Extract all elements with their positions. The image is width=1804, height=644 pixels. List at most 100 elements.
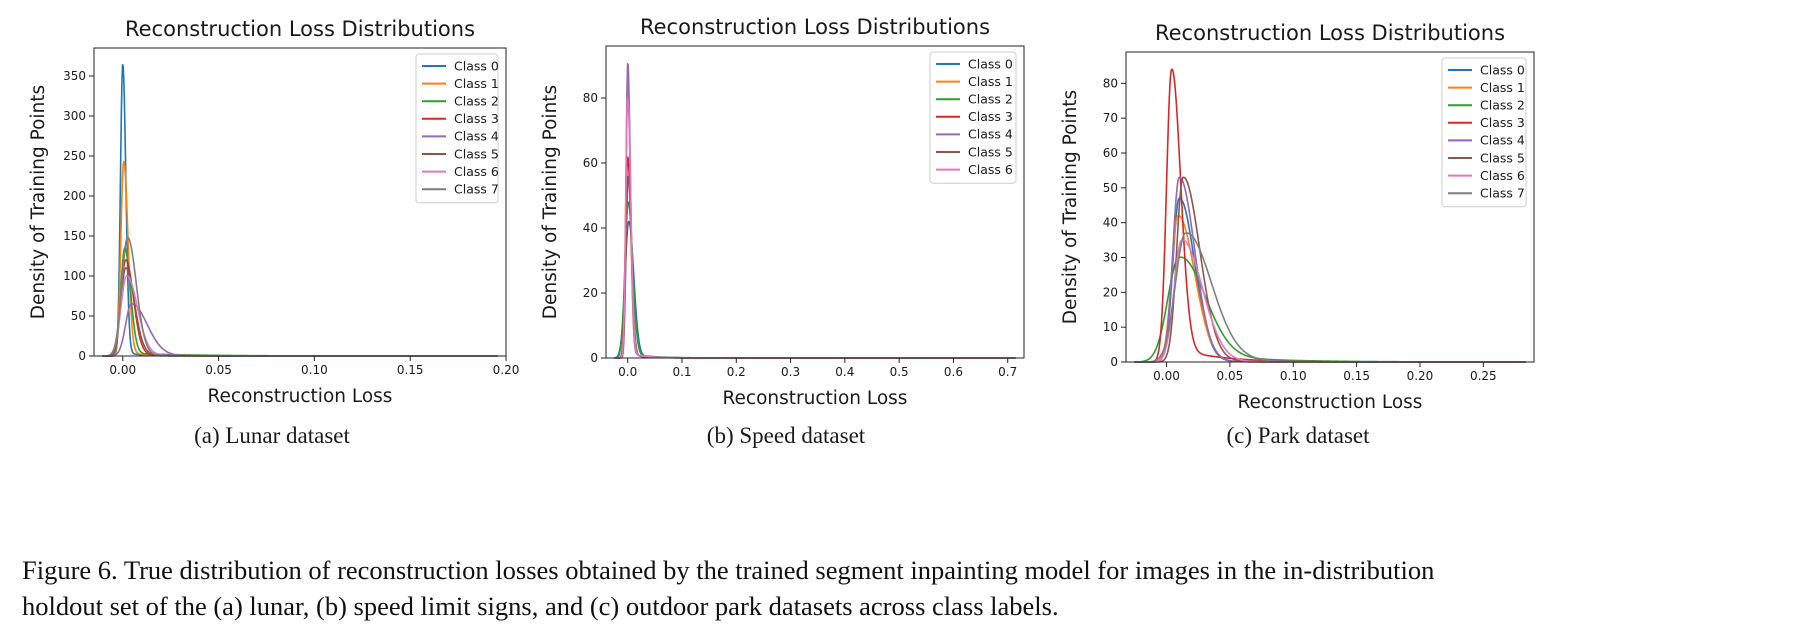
legend-label-class-7: Class 7 [1480, 186, 1525, 201]
legend-label-class-3: Class 3 [1480, 115, 1525, 130]
legend-label-class-0: Class 0 [1480, 62, 1525, 77]
y-tick-label: 300 [63, 109, 86, 123]
chart-panel-2: Reconstruction Loss Distributions 0.0 0.1 0… [540, 15, 1025, 448]
series-line-class-2 [614, 201, 1016, 359]
legend-label-class-7: Class 7 [454, 182, 499, 197]
legend-label-class-1: Class 1 [968, 74, 1013, 89]
legend-label-class-4: Class 4 [1480, 133, 1525, 148]
figure-caption-line-2: holdout set of the (a) lunar, (b) speed … [22, 591, 1059, 621]
chart-panel-3: Reconstruction Loss Distributions 0.00 0.0… [1060, 21, 1535, 448]
chart-panel-1: Reconstruction Loss Distributions 0.00 0.0… [28, 17, 519, 448]
series-line-class-3 [614, 156, 1016, 359]
legend: Class 0 Class 1 Class 2 Class 3 Class 4 Class… [929, 51, 1017, 184]
x-tick-label: 0.15 [397, 363, 424, 377]
x-tick-label: 0.2 [727, 365, 746, 379]
y-axis-label: Density of Training Points [540, 85, 561, 319]
x-tick-label: 0.25 [1470, 369, 1497, 383]
series-line-class-5 [614, 175, 1016, 359]
x-tick-label: 0.10 [1280, 369, 1307, 383]
legend-box [929, 51, 1017, 184]
series-line-class-2 [1133, 256, 1527, 363]
x-tick-label: 0.00 [1153, 369, 1180, 383]
x-tick-label: 0.10 [301, 363, 328, 377]
y-tick-label: 0 [1110, 355, 1118, 369]
y-tick-label: 50 [71, 309, 86, 323]
legend-label-class-2: Class 2 [968, 92, 1013, 107]
figure-caption-line-1: Figure 6. True distribution of reconstru… [22, 555, 1435, 585]
y-tick-label: 40 [1103, 216, 1118, 230]
x-axis-label: Reconstruction Loss [208, 386, 393, 407]
y-tick-label: 10 [1103, 320, 1118, 334]
series-line-class-3 [102, 259, 498, 357]
x-tick-label: 0.1 [672, 365, 691, 379]
legend-box [415, 53, 499, 204]
plot-frame [605, 45, 1025, 359]
y-tick-label: 60 [1103, 146, 1118, 160]
legend-label-class-4: Class 4 [968, 127, 1013, 142]
y-tick-label: 60 [583, 156, 598, 170]
legend: Class 0 Class 1 Class 2 Class 3 Class 4 Class… [1441, 57, 1527, 208]
subfigure-caption: (b) Speed dataset [707, 423, 866, 448]
legend-label-class-4: Class 4 [454, 129, 499, 144]
figure-caption: Figure 6. True distribution of reconstru… [22, 552, 1782, 624]
y-tick-label: 50 [1103, 181, 1118, 195]
legend-label-class-2: Class 2 [454, 94, 499, 109]
x-tick-label: 0.05 [205, 363, 232, 377]
legend-label-class-5: Class 5 [454, 146, 499, 161]
x-tick-label: 0.20 [493, 363, 520, 377]
y-axis-label: Density of Training Points [1060, 90, 1081, 324]
x-tick-label: 0.20 [1407, 369, 1434, 383]
y-tick-label: 30 [1103, 251, 1118, 265]
x-tick-label: 0.6 [944, 365, 963, 379]
legend-label-class-6: Class 6 [1480, 168, 1525, 183]
x-tick-label: 0.5 [890, 365, 909, 379]
legend-label-class-5: Class 5 [968, 144, 1013, 159]
series-line-class-7 [102, 236, 498, 357]
series-line-class-4 [102, 303, 498, 357]
series-line-class-6 [1133, 239, 1527, 363]
legend: Class 0 Class 1 Class 2 Class 3 Class 4 Class… [415, 53, 499, 204]
y-tick-label: 250 [63, 149, 86, 163]
x-tick-label: 0.7 [998, 365, 1017, 379]
x-tick-label: 0.0 [618, 365, 637, 379]
legend-label-class-3: Class 3 [454, 111, 499, 126]
series-line-class-6 [102, 275, 498, 357]
legend-label-class-1: Class 1 [454, 76, 499, 91]
chart-title: Reconstruction Loss Distributions [640, 15, 990, 39]
x-axis-label: Reconstruction Loss [1238, 392, 1423, 413]
x-tick-label: 0.3 [781, 365, 800, 379]
y-tick-label: 80 [1103, 76, 1118, 90]
y-axis-label: Density of Training Points [28, 85, 49, 319]
legend-label-class-6: Class 6 [968, 162, 1013, 177]
x-tick-label: 0.4 [835, 365, 854, 379]
series-line-class-2 [102, 247, 498, 357]
legend-label-class-5: Class 5 [1480, 150, 1525, 165]
x-axis-label: Reconstruction Loss [723, 388, 908, 409]
y-tick-label: 80 [583, 91, 598, 105]
series-line-class-5 [102, 267, 498, 357]
subfigure-caption: (c) Park dataset [1226, 423, 1370, 448]
chart-title: Reconstruction Loss Distributions [125, 17, 475, 41]
y-tick-label: 150 [63, 229, 86, 243]
legend-label-class-6: Class 6 [454, 164, 499, 179]
legend-label-class-0: Class 0 [454, 58, 499, 73]
y-tick-label: 200 [63, 189, 86, 203]
y-tick-label: 0 [78, 349, 86, 363]
y-tick-label: 0 [590, 351, 598, 365]
y-tick-label: 40 [583, 221, 598, 235]
series-line-class-0 [614, 220, 1016, 359]
legend-label-class-3: Class 3 [968, 109, 1013, 124]
plot-frame [93, 47, 507, 357]
subfigure-caption: (a) Lunar dataset [194, 423, 350, 448]
legend-label-class-1: Class 1 [1480, 80, 1525, 95]
x-tick-label: 0.00 [109, 363, 136, 377]
y-tick-label: 70 [1103, 111, 1118, 125]
plot-frame [1125, 51, 1535, 363]
x-tick-label: 0.05 [1217, 369, 1244, 383]
x-tick-label: 0.15 [1343, 369, 1370, 383]
y-tick-label: 20 [583, 286, 598, 300]
legend-label-class-2: Class 2 [1480, 98, 1525, 113]
legend-box [1441, 57, 1527, 208]
chart-title: Reconstruction Loss Distributions [1155, 21, 1505, 45]
